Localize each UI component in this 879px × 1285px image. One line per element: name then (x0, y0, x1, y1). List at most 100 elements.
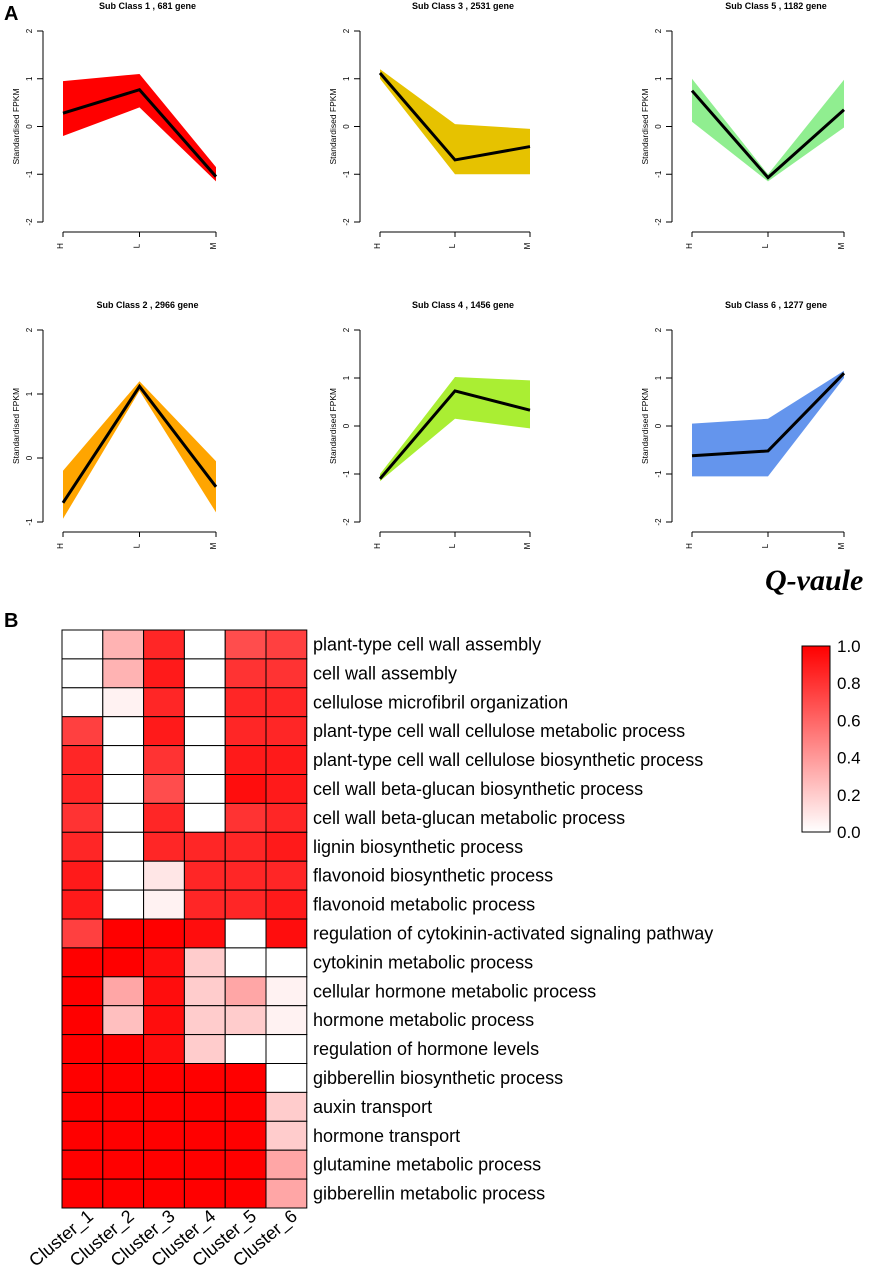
chart-title: Sub Class 4 , 1456 gene (412, 300, 514, 310)
heatmap-cell (265, 802, 308, 833)
heatmap-cell (265, 1120, 308, 1151)
heatmap-cell (143, 1063, 185, 1093)
heatmap-cell (183, 947, 226, 978)
chart-title: Sub Class 3 , 2531 gene (412, 1, 514, 11)
heatmap-cell (183, 889, 226, 920)
heatmap-cell (265, 831, 308, 862)
y-tick-label: 2 (342, 28, 351, 33)
heatmap-cell (265, 716, 308, 747)
y-tick-label: -1 (25, 170, 34, 178)
y-tick-label: -2 (654, 218, 663, 226)
y-tick-label: 2 (342, 327, 351, 332)
heatmap-cell (102, 1120, 145, 1151)
go-term-label: cellular hormone metabolic process (313, 981, 596, 1001)
heatmap-cell (102, 860, 145, 891)
y-axis-label: Standardised FPKM (328, 388, 338, 464)
heatmap-cell (265, 1005, 308, 1036)
heatmap-cell (265, 918, 308, 949)
y-tick-label: 1 (654, 76, 663, 81)
heatmap-cell (224, 629, 267, 660)
y-tick-label: 2 (654, 327, 663, 332)
heatmap-cell (224, 947, 267, 978)
subclass-chart-4: Sub Class 2 , 2966 gene Standardised FPKM… (11, 300, 218, 549)
heatmap-cell (224, 716, 267, 747)
heatmap-cell (61, 687, 104, 718)
y-tick-label: -1 (342, 170, 351, 178)
heatmap-cell (224, 1063, 267, 1093)
heatmap-cell (61, 745, 104, 775)
heatmap-cell (61, 976, 104, 1007)
heatmap-cell (143, 831, 185, 862)
heatmap-cell (61, 1091, 104, 1122)
heatmap-cell (102, 1005, 145, 1036)
y-tick-label: 1 (25, 391, 34, 396)
chart-title: Sub Class 5 , 1182 gene (725, 1, 827, 11)
panel-label-a: A (4, 3, 18, 25)
heatmap-cell (265, 1149, 308, 1180)
go-term-label: cytokinin metabolic process (313, 952, 533, 972)
subclass-chart-3: Sub Class 5 , 1182 gene Standardised FPKM… (640, 1, 846, 249)
heatmap-cell (61, 860, 104, 891)
x-tick-label: L (761, 543, 770, 548)
heatmap-cell (265, 658, 308, 689)
heatmap-cell (143, 658, 185, 689)
y-tick-label: 2 (25, 327, 34, 332)
heatmap-cell (102, 831, 145, 862)
heatmap-cell (143, 629, 185, 660)
subclass-chart-5: Sub Class 4 , 1456 gene Standardised FPKM… (328, 300, 532, 549)
heatmap-cell (143, 918, 185, 949)
y-axis-label: Standardised FPKM (640, 88, 650, 164)
heatmap-cell (265, 1091, 308, 1122)
legend-title: Q-vaule (765, 564, 863, 597)
x-tick-label: L (448, 243, 457, 248)
go-term-label: gibberellin metabolic process (313, 1184, 545, 1204)
x-tick-label: M (523, 242, 532, 249)
expression-band (692, 78, 844, 182)
heatmap-cell (224, 1149, 267, 1180)
heatmap-cell (61, 1120, 104, 1151)
heatmap-cell (61, 831, 104, 862)
subclass-chart-6: Sub Class 6 , 1277 gene Standardised FPKM… (640, 300, 846, 549)
heatmap-cell (143, 1178, 185, 1209)
heatmap-cell (61, 802, 104, 833)
heatmap-cell (61, 658, 104, 689)
heatmap-cell (102, 802, 145, 833)
heatmap-cell (183, 745, 226, 775)
go-term-label: regulation of hormone levels (313, 1039, 539, 1059)
chart-title: Sub Class 1 , 681 gene (99, 1, 196, 11)
heatmap-cell (143, 1005, 185, 1036)
y-tick-label: -1 (654, 170, 663, 178)
panel-label-b: B (4, 610, 18, 632)
go-term-label: cell wall beta-glucan metabolic process (313, 808, 625, 828)
heatmap-cell (183, 1120, 226, 1151)
heatmap-cell (224, 687, 267, 718)
x-tick-label: L (133, 543, 142, 548)
heatmap-cell (224, 831, 267, 862)
heatmap-cell (224, 976, 267, 1007)
go-term-label: cell wall assembly (313, 663, 457, 683)
legend-tick-label: 0.0 (837, 823, 861, 842)
y-tick-label: 0 (25, 455, 34, 460)
y-tick-label: -2 (25, 218, 34, 226)
go-term-label: lignin biosynthetic process (313, 837, 523, 857)
y-tick-label: -1 (25, 518, 34, 526)
heatmap-cell (265, 860, 308, 891)
heatmap-cell (143, 976, 185, 1007)
heatmap-cell (61, 1149, 104, 1180)
heatmap-cell (102, 1149, 145, 1180)
heatmap-cell (102, 1178, 145, 1209)
heatmap-cell (265, 947, 308, 978)
heatmap-cell (224, 1120, 267, 1151)
y-tick-label: 0 (342, 423, 351, 428)
y-axis-label: Standardised FPKM (11, 88, 21, 164)
x-tick-label: M (523, 542, 532, 549)
legend-tick-label: 0.6 (837, 711, 861, 730)
heatmap-cell (224, 889, 267, 920)
go-term-label: plant-type cell wall assembly (313, 634, 541, 654)
x-tick-label: M (837, 542, 846, 549)
y-tick-label: 1 (342, 375, 351, 380)
y-tick-label: 1 (25, 76, 34, 81)
heatmap-cell (224, 658, 267, 689)
heatmap-cell (265, 889, 308, 920)
heatmap-cell (265, 774, 308, 804)
